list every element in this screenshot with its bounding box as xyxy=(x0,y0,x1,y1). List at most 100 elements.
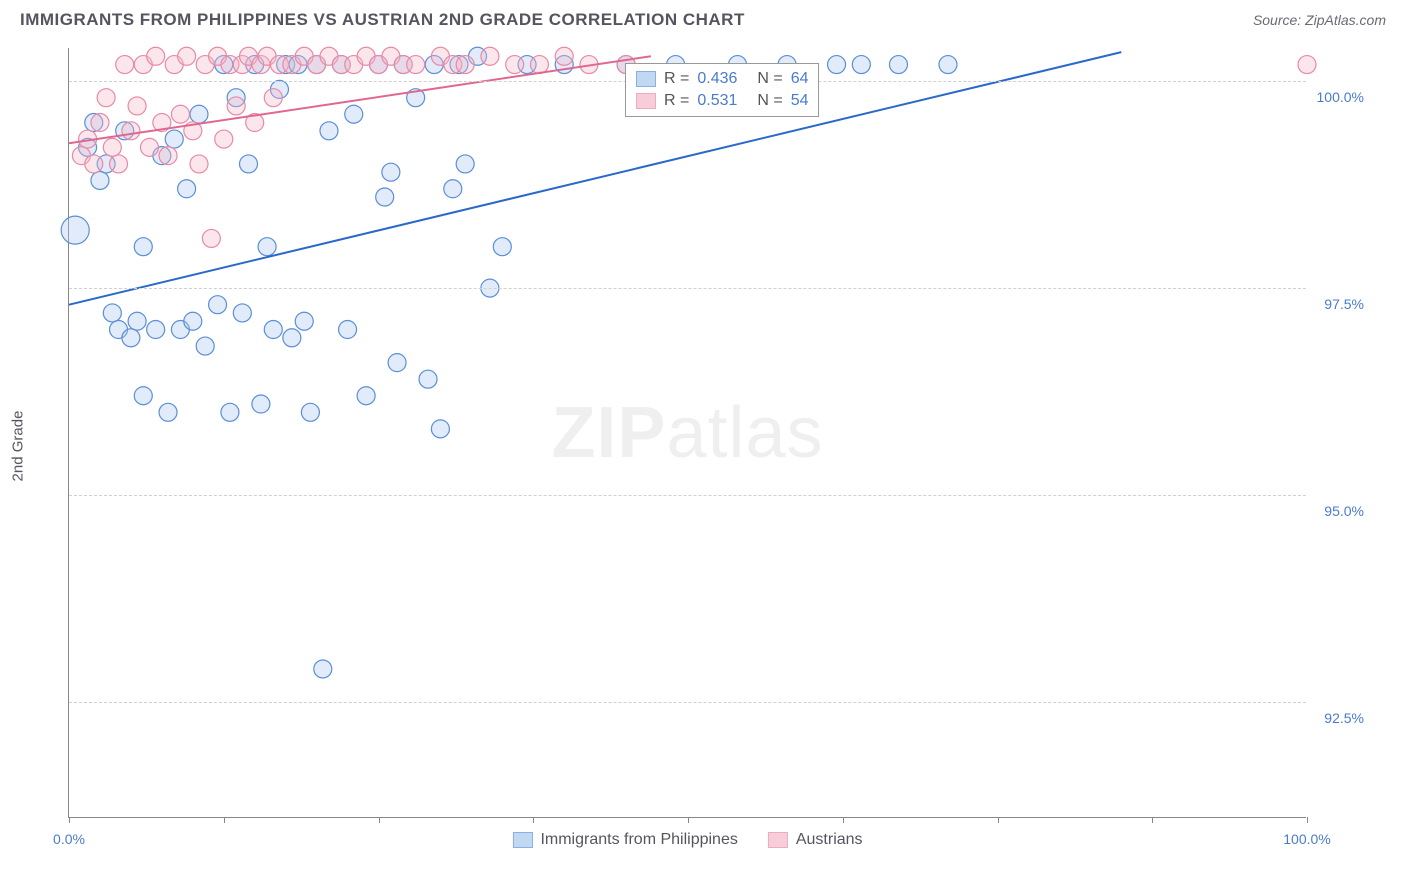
x-tick xyxy=(69,817,70,823)
x-tick xyxy=(379,817,380,823)
data-point xyxy=(828,56,846,74)
y-tick-label: 100.0% xyxy=(1317,89,1364,105)
data-point xyxy=(1298,56,1316,74)
data-point xyxy=(419,370,437,388)
data-point xyxy=(481,47,499,65)
data-point xyxy=(215,130,233,148)
gridline xyxy=(69,288,1306,289)
data-point xyxy=(128,312,146,330)
data-point xyxy=(295,312,313,330)
data-point xyxy=(252,395,270,413)
data-point xyxy=(240,155,258,173)
gridline xyxy=(69,702,1306,703)
legend-series-name: Austrians xyxy=(796,831,863,849)
x-tick xyxy=(1152,817,1153,823)
legend-row: R = 0.436 N = 64 xyxy=(636,68,808,90)
source-label: Source: ZipAtlas.com xyxy=(1253,12,1386,28)
data-point xyxy=(184,312,202,330)
x-tick xyxy=(843,817,844,823)
trendline xyxy=(69,52,1121,305)
data-point xyxy=(493,238,511,256)
data-point xyxy=(116,56,134,74)
legend-r-value: 0.436 xyxy=(697,70,749,88)
data-point xyxy=(555,47,573,65)
data-point xyxy=(91,114,109,132)
legend-r-value: 0.531 xyxy=(697,92,749,110)
data-point xyxy=(196,337,214,355)
data-point xyxy=(264,89,282,107)
data-point xyxy=(431,420,449,438)
gridline xyxy=(69,495,1306,496)
x-tick-label: 100.0% xyxy=(1283,831,1330,847)
x-tick-label: 0.0% xyxy=(53,831,85,847)
legend-swatch xyxy=(768,832,788,848)
data-point xyxy=(258,238,276,256)
legend-item: Austrians xyxy=(768,831,863,849)
data-point xyxy=(159,403,177,421)
data-point xyxy=(939,56,957,74)
data-point xyxy=(178,180,196,198)
data-point xyxy=(61,216,89,244)
legend-swatch xyxy=(636,71,656,87)
legend-item: Immigrants from Philippines xyxy=(512,831,737,849)
legend-r-label: R = xyxy=(664,70,689,88)
x-tick xyxy=(1307,817,1308,823)
data-point xyxy=(122,329,140,347)
data-point xyxy=(852,56,870,74)
data-point xyxy=(110,155,128,173)
data-point xyxy=(314,660,332,678)
data-point xyxy=(357,387,375,405)
legend-n-value: 64 xyxy=(791,70,809,88)
data-point xyxy=(407,56,425,74)
data-point xyxy=(128,97,146,115)
data-point xyxy=(178,47,196,65)
y-axis-label: 2nd Grade xyxy=(10,411,27,482)
legend-row: R =0.531N =54 xyxy=(636,90,808,112)
data-point xyxy=(103,138,121,156)
data-point xyxy=(97,89,115,107)
data-point xyxy=(209,296,227,314)
legend-n-label: N = xyxy=(757,70,782,88)
data-point xyxy=(221,403,239,421)
y-tick-label: 95.0% xyxy=(1324,503,1364,519)
data-point xyxy=(530,56,548,74)
legend-series-name: Immigrants from Philippines xyxy=(540,831,737,849)
data-point xyxy=(202,229,220,247)
plot-area: ZIPatlas R =0.436N =64R =0.531N =54 Immi… xyxy=(68,48,1306,818)
legend-swatch xyxy=(512,832,532,848)
data-point xyxy=(264,321,282,339)
data-point xyxy=(233,304,251,322)
data-point xyxy=(134,387,152,405)
data-point xyxy=(506,56,524,74)
legend-n-value: 54 xyxy=(791,92,809,110)
data-point xyxy=(456,155,474,173)
data-point xyxy=(85,155,103,173)
x-tick xyxy=(688,817,689,823)
series-legend: Immigrants from Philippines Austrians xyxy=(512,831,862,849)
data-point xyxy=(301,403,319,421)
x-tick xyxy=(224,817,225,823)
data-point xyxy=(103,304,121,322)
data-point xyxy=(889,56,907,74)
data-point xyxy=(444,180,462,198)
data-point xyxy=(91,171,109,189)
data-point xyxy=(339,321,357,339)
data-point xyxy=(159,147,177,165)
data-point xyxy=(382,163,400,181)
data-point xyxy=(376,188,394,206)
data-point xyxy=(283,329,301,347)
x-tick xyxy=(533,817,534,823)
data-point xyxy=(140,138,158,156)
legend-swatch xyxy=(636,93,656,109)
chart-title: IMMIGRANTS FROM PHILIPPINES VS AUSTRIAN … xyxy=(20,10,745,30)
data-point xyxy=(171,105,189,123)
data-point xyxy=(134,238,152,256)
data-point xyxy=(345,105,363,123)
y-tick-label: 92.5% xyxy=(1324,710,1364,726)
data-point xyxy=(320,122,338,140)
data-point xyxy=(456,56,474,74)
x-tick xyxy=(998,817,999,823)
y-tick-label: 97.5% xyxy=(1324,296,1364,312)
data-point xyxy=(190,105,208,123)
data-point xyxy=(388,354,406,372)
